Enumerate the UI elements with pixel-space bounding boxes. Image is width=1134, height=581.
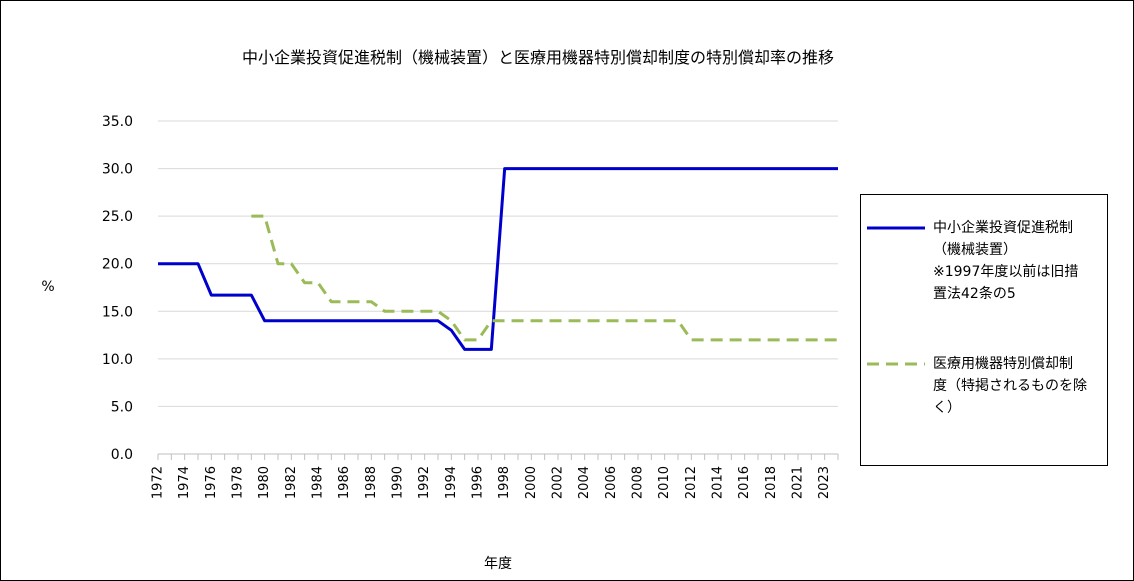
y-tick-label: 30.0 xyxy=(102,162,133,178)
x-tick-label: 2021 xyxy=(791,466,806,499)
x-tick-label: 1990 xyxy=(391,466,406,499)
x-tick-label: 2016 xyxy=(737,466,752,499)
series-line-2 xyxy=(251,214,838,342)
x-tick-label: 2000 xyxy=(524,466,539,499)
y-tick-label: 15.0 xyxy=(102,304,133,320)
y-tick-label: 10.0 xyxy=(102,352,133,368)
y-tick-label: 25.0 xyxy=(102,209,133,225)
legend-label-series-1: 中小企業投資促進税制 （機械装置） ※1997年度以前は旧措 置法42条の5 xyxy=(933,220,1079,302)
x-tick-label: 1980 xyxy=(257,466,272,499)
x-tick-label: 1992 xyxy=(417,466,432,499)
x-tick-label: 1986 xyxy=(337,466,352,499)
x-tick-label: 2004 xyxy=(577,466,592,499)
legend: 中小企業投資促進税制 （機械装置） ※1997年度以前は旧措 置法42条の5 医… xyxy=(860,194,1108,466)
x-tick-label: 2012 xyxy=(684,466,699,499)
x-tick-label: 2002 xyxy=(551,466,566,499)
y-tick-label: 5.0 xyxy=(111,399,133,415)
x-tick-label: 2018 xyxy=(764,466,779,499)
x-tick-label: 1982 xyxy=(284,466,299,499)
x-tick-label: 1996 xyxy=(471,466,486,499)
x-axis-label: 年度 xyxy=(484,556,512,572)
series-layer xyxy=(158,167,838,351)
y-tick-label: 0.0 xyxy=(111,447,133,463)
chart-title: 中小企業投資促進税制（機械装置）と医療用機器特別償却制度の特別償却率の推移 xyxy=(242,48,834,67)
x-tick-label: 1976 xyxy=(204,466,219,499)
y-axis-label: % xyxy=(41,279,54,295)
x-tick-label: 2010 xyxy=(657,466,672,499)
legend-swatch-dashed-green xyxy=(867,362,925,366)
x-tick-label: 2006 xyxy=(604,466,619,499)
x-tick-label: 1994 xyxy=(444,466,459,499)
x-tick-label: 1978 xyxy=(231,466,246,499)
x-tick-label: 1974 xyxy=(177,466,192,499)
x-tick-label: 1988 xyxy=(364,466,379,499)
x-tick-label: 1972 xyxy=(151,466,166,499)
legend-swatch-solid-blue xyxy=(867,226,925,230)
y-tick-label: 35.0 xyxy=(102,114,133,130)
x-tick-label: 2008 xyxy=(631,466,646,499)
x-tick-label: 1998 xyxy=(497,466,512,499)
y-axis-ticks: 0.0 5.0 10.0 15.0 20.0 25.0 30.0 35.0 xyxy=(102,114,133,463)
y-tick-label: 20.0 xyxy=(102,257,133,273)
x-tick-label: 1984 xyxy=(311,466,326,499)
series-line-1 xyxy=(158,167,838,351)
legend-label-series-2: 医療用機器特別償却制 度（特掲されるものを除 く） xyxy=(933,356,1087,416)
x-axis: 1972 1974 1976 1978 1980 1982 1984 1986 1988 1990… xyxy=(151,453,839,499)
x-tick-label: 2014 xyxy=(711,466,726,499)
x-tick-label: 2023 xyxy=(817,466,832,499)
